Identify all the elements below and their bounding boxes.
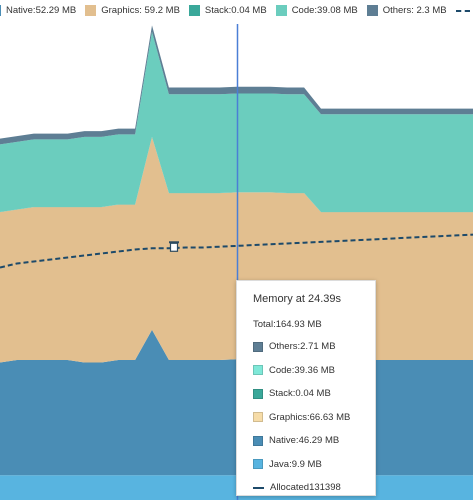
tooltip-row: Graphics:66.63 MB bbox=[253, 412, 350, 423]
tooltip-swatch bbox=[253, 341, 263, 352]
memory-tooltip: Memory at 24.39s Total:164.93 MB Others:… bbox=[236, 280, 376, 496]
legend-item: Code:39.08 MB bbox=[275, 5, 358, 16]
legend-swatch bbox=[85, 5, 97, 16]
legend-item: Stack:0.04 MB bbox=[188, 5, 267, 16]
tooltip-swatch bbox=[253, 388, 263, 399]
tooltip-swatch bbox=[253, 435, 263, 446]
legend-label: Native:52.29 MB bbox=[6, 5, 77, 16]
legend-item: Others: 2.3 MB bbox=[366, 5, 447, 16]
legend-swatch bbox=[188, 5, 200, 16]
legend-item: Allocated bbox=[455, 5, 473, 16]
tooltip-row-label: Native:46.29 MB bbox=[269, 435, 340, 446]
legend-label: Stack:0.04 MB bbox=[204, 5, 267, 16]
tooltip-row: Java:9.9 MB bbox=[253, 459, 322, 470]
legend-label: Code:39.08 MB bbox=[291, 5, 358, 16]
tooltip-row-label: Others:2.71 MB bbox=[269, 341, 336, 352]
legend-swatch bbox=[366, 5, 378, 16]
legend-item: Graphics: 59.2 MB bbox=[85, 5, 180, 16]
allocated-line bbox=[0, 233, 473, 269]
tooltip-row-label: Graphics:66.63 MB bbox=[269, 411, 351, 423]
tooltip-row: Allocated131398 bbox=[253, 482, 341, 493]
chart-legend: Native:52.29 MB Graphics: 59.2 MB Stack:0.… bbox=[0, 0, 473, 24]
legend-swatch bbox=[275, 5, 287, 16]
tooltip-row-label: Allocated131398 bbox=[270, 482, 341, 493]
tooltip-total: Total:164.93 MB bbox=[253, 319, 322, 330]
legend-label: Graphics: 59.2 MB bbox=[101, 5, 180, 16]
tooltip-title: Memory at 24.39s bbox=[253, 293, 342, 305]
tooltip-row-label: Code:39.36 MB bbox=[269, 364, 336, 376]
tooltip-row: Stack:0.04 MB bbox=[253, 388, 331, 399]
legend-swatch bbox=[0, 5, 1, 16]
legend-swatch bbox=[455, 9, 470, 12]
tooltip-row: Native:46.29 MB bbox=[253, 435, 339, 446]
area-code bbox=[0, 31, 473, 213]
legend-item: Native:52.29 MB bbox=[0, 5, 76, 16]
gc-trash-icon[interactable] bbox=[168, 241, 179, 252]
tooltip-swatch bbox=[253, 365, 263, 375]
tooltip-row-label: Java:9.9 MB bbox=[269, 458, 322, 470]
tooltip-swatch bbox=[253, 486, 264, 489]
tooltip-row: Code:39.36 MB bbox=[253, 365, 335, 376]
tooltip-swatch bbox=[253, 459, 263, 469]
tooltip-row-label: Stack:0.04 MB bbox=[269, 388, 331, 399]
legend-label: Others: 2.3 MB bbox=[382, 5, 447, 16]
tooltip-row: Others:2.71 MB bbox=[253, 341, 336, 352]
tooltip-swatch bbox=[253, 412, 263, 422]
